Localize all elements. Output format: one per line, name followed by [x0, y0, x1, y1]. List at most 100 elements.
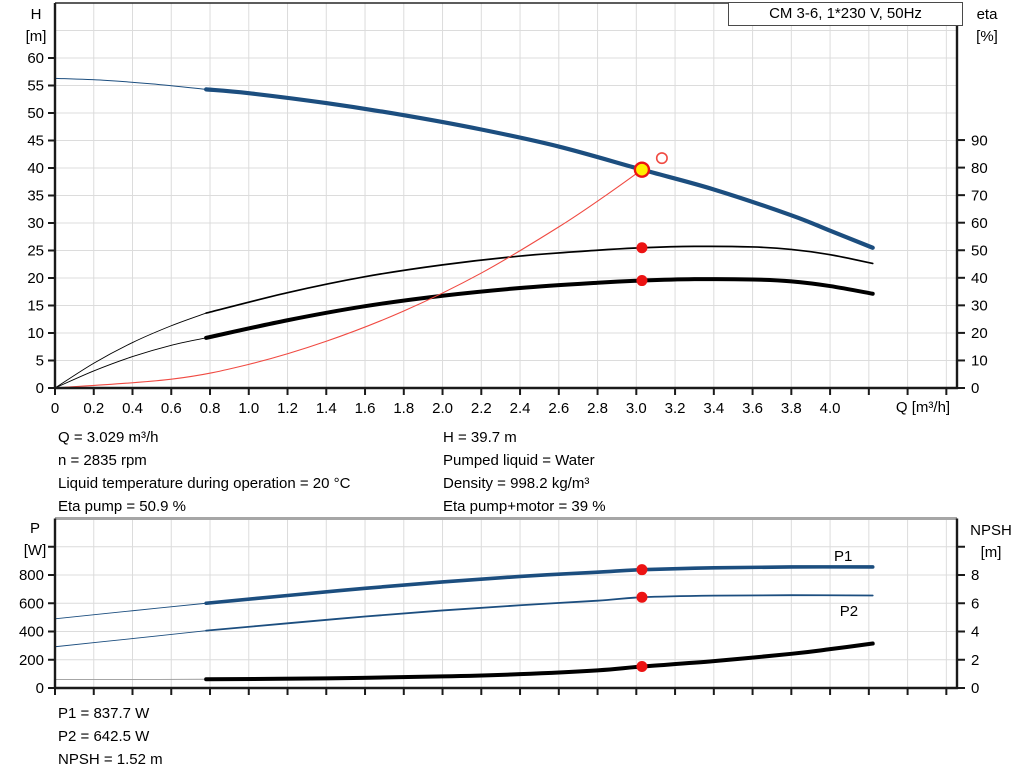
info-density: Density = 998.2 kg/m³ [443, 475, 590, 492]
eta-pump-motor-curve [204, 277, 875, 340]
eta-axis-label-unit: [%] [976, 28, 998, 45]
eta-pump-point [636, 242, 648, 254]
info-eta-pump-motor: Eta pump+motor = 39 % [443, 498, 606, 515]
left-tick-label: 45 [27, 133, 44, 150]
info-flow: Q = 3.029 m³/h [58, 429, 159, 446]
h-axis-label-symbol: H [30, 6, 42, 23]
eta-axis-label-symbol: eta [976, 6, 998, 23]
x-tick-label: 0.4 [122, 400, 143, 417]
requested-duty-point [655, 152, 668, 165]
x-tick-label: 0 [51, 400, 59, 417]
left-tick-label: 50 [27, 105, 44, 122]
p2-point [636, 591, 648, 603]
left-tick-label: 20 [27, 270, 44, 287]
npsh-axis-label: NPSH [m] [960, 520, 1022, 564]
right-tick-label: 10 [971, 353, 988, 370]
x-tick-label: 2.4 [510, 400, 531, 417]
right-tick-label: 2 [971, 652, 979, 669]
p2-curve-lead [54, 630, 207, 648]
left-tick-label: 60 [27, 50, 44, 67]
left-tick-label: 40 [27, 160, 44, 177]
right-tick-label: 0 [971, 380, 979, 397]
p2-curve [205, 594, 874, 632]
p-axis-label-unit: [W] [23, 542, 47, 559]
eta-axis-label: eta [%] [964, 4, 1010, 48]
q-axis-label: Q [m³/h] [895, 399, 951, 416]
left-tick-label: 25 [27, 243, 44, 260]
p1-curve [204, 565, 875, 606]
x-tick-label: 0.6 [161, 400, 182, 417]
left-tick-label: 800 [19, 567, 44, 584]
npsh-point [636, 661, 648, 673]
eta-pump-motor-curve-lead [54, 337, 207, 389]
x-tick-label: 2.2 [471, 400, 492, 417]
left-tick-label: 15 [27, 298, 44, 315]
x-tick-label: 2.6 [548, 400, 569, 417]
duty-point[interactable] [633, 161, 651, 178]
right-tick-label: 6 [971, 595, 979, 612]
info-head: H = 39.7 m [443, 429, 517, 446]
x-tick-label: 2.8 [587, 400, 608, 417]
right-tick-label: 4 [971, 624, 979, 641]
left-tick-label: 200 [19, 652, 44, 669]
left-tick-label: 400 [19, 624, 44, 641]
x-tick-label: 1.0 [238, 400, 259, 417]
info-npsh: NPSH = 1.52 m [58, 751, 163, 768]
qh-curve-lead [54, 77, 207, 90]
x-tick-label: 3.4 [703, 400, 724, 417]
info-liquid-temperature: Liquid temperature during operation = 20… [58, 475, 351, 492]
left-tick-label: 600 [19, 595, 44, 612]
operating-point-info-left: Q = 3.029 m³/h n = 2835 rpm Liquid tempe… [58, 426, 350, 518]
right-tick-label: 0 [971, 680, 979, 697]
right-tick-label: 30 [971, 298, 988, 315]
left-tick-label: 0 [36, 680, 44, 697]
pump-model-title: CM 3-6, 1*230 V, 50Hz [728, 2, 963, 26]
x-tick-label: 1.8 [393, 400, 414, 417]
x-tick-label: 2.0 [432, 400, 453, 417]
x-tick-label: 1.2 [277, 400, 298, 417]
x-tick-label: 0.8 [200, 400, 221, 417]
x-tick-label: 1.4 [316, 400, 337, 417]
right-tick-label: 8 [971, 567, 979, 584]
x-tick-label: 4.0 [820, 400, 841, 417]
eta-pump-curve-lead [54, 312, 207, 389]
p2-curve-label: P2 [840, 603, 858, 620]
info-pumped-liquid: Pumped liquid = Water [443, 452, 595, 469]
h-axis-label-unit: [m] [25, 28, 47, 45]
chart-1: 0 200 400 600 800 0 2 4 6 8 P1 P2 [19, 517, 979, 697]
right-tick-label: 50 [971, 242, 988, 259]
operating-point-info-right: H = 39.7 m Pumped liquid = Water Density… [443, 426, 606, 518]
left-tick-label: 5 [36, 353, 44, 370]
right-tick-label: 80 [971, 160, 988, 177]
left-tick-label: 0 [36, 380, 44, 397]
x-tick-label: 3.8 [781, 400, 802, 417]
npsh-curve [204, 641, 875, 682]
info-eta-pump: Eta pump = 50.9 % [58, 498, 186, 515]
info-p1: P1 = 837.7 W [58, 705, 150, 722]
x-tick-label: 0.2 [83, 400, 104, 417]
h-axis-label: H [m] [18, 4, 54, 48]
info-p2: P2 = 642.5 W [58, 728, 150, 745]
right-tick-label: 20 [971, 325, 988, 342]
p1-curve-lead [54, 602, 207, 620]
system-curve [54, 169, 643, 389]
p1-point [636, 564, 648, 576]
eta-pump-curve [205, 245, 874, 314]
power-npsh-info: P1 = 837.7 W P2 = 642.5 W NPSH = 1.52 m [58, 702, 163, 771]
npsh-axis-label-unit: [m] [980, 544, 1002, 561]
right-tick-label: 60 [971, 215, 988, 232]
left-tick-label: 10 [27, 325, 44, 342]
p-axis-label: P [W] [16, 518, 54, 562]
chart-0: 0 5 10 15 20 25 30 35 40 45 50 55 60 0 10 20 30 40 50 60 70 8… [27, 2, 988, 417]
p-axis-label-symbol: P [29, 520, 40, 537]
p1-curve-label: P1 [834, 548, 852, 565]
left-tick-label: 35 [27, 188, 44, 205]
left-tick-label: 30 [27, 215, 44, 232]
right-tick-label: 90 [971, 132, 988, 149]
npsh-axis-label-symbol: NPSH [970, 522, 1012, 539]
right-tick-label: 40 [971, 270, 988, 287]
x-tick-label: 3.6 [742, 400, 763, 417]
info-speed: n = 2835 rpm [58, 452, 147, 469]
